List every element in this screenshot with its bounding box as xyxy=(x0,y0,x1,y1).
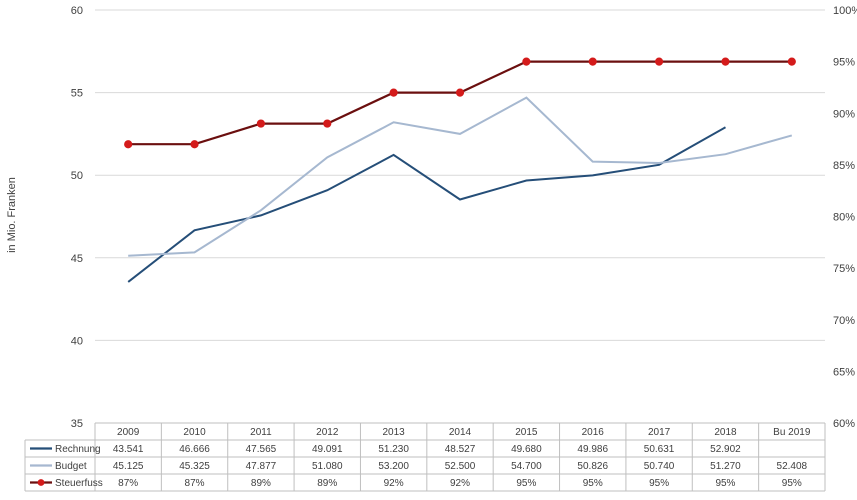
table-cell-value: 49.091 xyxy=(312,444,343,455)
table-cell-value: 51.230 xyxy=(378,444,409,455)
table-cell-value: 87% xyxy=(185,478,205,489)
series-point-steuerfuss xyxy=(654,57,664,66)
table-cell-value: 51.080 xyxy=(312,461,343,472)
table-cell-value: 89% xyxy=(317,478,337,489)
series-line-rechnung xyxy=(127,126,726,283)
table-cell-value: 87% xyxy=(118,478,138,489)
gridlines xyxy=(95,9,825,424)
left-tick-label: 40 xyxy=(71,335,83,347)
right-tick-label: 70% xyxy=(833,315,855,327)
legend-marker-steuerfuss xyxy=(37,479,45,486)
left-tick-label: 55 xyxy=(71,88,83,100)
right-tick-label: 60% xyxy=(833,418,855,430)
table-cell-value: 52.902 xyxy=(710,444,741,455)
data-table: 2009 2010 2011 2012 2013 2014 2015 2016 2017 2018… xyxy=(24,422,826,492)
table-cell-value: 95% xyxy=(516,478,536,489)
table-category-label: 2012 xyxy=(316,427,339,438)
table-cell-value: 45.325 xyxy=(179,461,210,472)
right-tick-label: 80% xyxy=(833,212,855,224)
right-tick-label: 90% xyxy=(833,108,855,120)
series-point-steuerfuss xyxy=(389,88,398,97)
table-category-label: 2014 xyxy=(449,427,472,438)
table-category-label: 2009 xyxy=(117,427,140,438)
table-cell-value: 49.986 xyxy=(577,444,608,455)
series-point-steuerfuss xyxy=(455,88,465,97)
series-point-steuerfuss xyxy=(323,119,332,128)
legend-label-steuerfuss: Steuerfuss xyxy=(55,478,103,489)
table-cell-value: 53.200 xyxy=(378,461,409,472)
right-tick-label: 65% xyxy=(833,366,855,378)
table-cell-value: 92% xyxy=(384,478,404,489)
right-tick-label: 75% xyxy=(833,263,855,275)
table-cell-value: 52.500 xyxy=(445,461,476,472)
table-cell-value: 51.270 xyxy=(710,461,741,472)
series-point-steuerfuss xyxy=(256,119,266,128)
table-category-label: 2010 xyxy=(183,427,206,438)
table-cell-value: 48.527 xyxy=(445,444,476,455)
table-category-label: 2015 xyxy=(515,427,538,438)
series-line-steuerfuss xyxy=(128,60,792,146)
table-cell-value: 50.740 xyxy=(644,461,675,472)
table-cell-value: 52.408 xyxy=(777,461,808,472)
left-tick-label: 35 xyxy=(71,418,83,430)
table-category-label: 2016 xyxy=(582,427,605,438)
series-lines xyxy=(124,57,796,283)
series-point-steuerfuss xyxy=(588,57,597,66)
series-point-steuerfuss xyxy=(787,57,796,66)
series-point-steuerfuss xyxy=(124,140,133,149)
table-cell-value: 89% xyxy=(251,478,271,489)
table-cell-value: 50.631 xyxy=(644,444,675,455)
table-cell-value: 49.680 xyxy=(511,444,542,455)
right-tick-label: 95% xyxy=(833,57,855,69)
table-cell-value: 45.125 xyxy=(113,461,144,472)
left-axis-ticks: 35 40 45 50 55 60 xyxy=(71,5,83,430)
table-cell-value: 95% xyxy=(649,478,669,489)
table-category-label: 2011 xyxy=(250,427,272,438)
series-point-steuerfuss xyxy=(190,140,199,149)
table-category-label: 2017 xyxy=(648,427,671,438)
table-cell-value: 43.541 xyxy=(113,444,144,455)
table-cell-value: 46.666 xyxy=(179,444,210,455)
left-tick-label: 60 xyxy=(71,5,83,17)
left-tick-label: 45 xyxy=(71,253,83,265)
left-tick-label: 50 xyxy=(71,170,83,182)
right-tick-label: 100% xyxy=(833,5,857,17)
table-cell-value: 92% xyxy=(450,478,470,489)
series-point-steuerfuss xyxy=(721,57,730,66)
table-category-label: 2013 xyxy=(383,427,406,438)
table-cell-value: 95% xyxy=(715,478,735,489)
table-cell-value: 54.700 xyxy=(511,461,542,472)
table-cell-value: 47.877 xyxy=(246,461,277,472)
table-category-label: 2018 xyxy=(714,427,737,438)
table-cell-value: 95% xyxy=(782,478,802,489)
legend-label-rechnung: Rechnung xyxy=(55,444,101,455)
legend-label-budget: Budget xyxy=(55,461,87,472)
table-cell-value: 95% xyxy=(583,478,603,489)
right-tick-label: 85% xyxy=(833,160,855,172)
y-axis-label: in Mio. Franken xyxy=(6,177,18,253)
table-cell-value: 50.826 xyxy=(577,461,608,472)
table-category-label: Bu 2019 xyxy=(773,427,811,438)
right-axis-ticks: 60% 65% 70% 75% 80% 85% 90% 95% 100% xyxy=(833,5,857,430)
series-point-steuerfuss xyxy=(522,57,531,66)
table-cell-value: 47.565 xyxy=(246,444,277,455)
series-line-budget xyxy=(128,96,793,257)
